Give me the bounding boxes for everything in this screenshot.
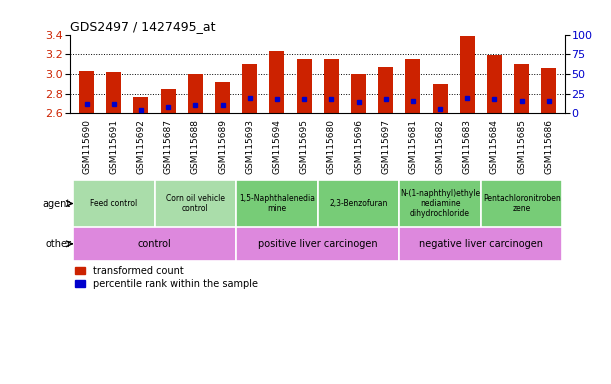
Bar: [487, 55, 502, 113]
Bar: [236, 227, 400, 261]
Bar: [541, 68, 557, 113]
Bar: [318, 180, 400, 227]
Text: 1,5-Naphthalenedia
mine: 1,5-Naphthalenedia mine: [239, 194, 315, 213]
Text: GSM115694: GSM115694: [273, 119, 282, 174]
Bar: [236, 180, 318, 227]
Bar: [73, 227, 236, 261]
Bar: [269, 51, 284, 113]
Bar: [406, 59, 420, 113]
Text: GSM115696: GSM115696: [354, 119, 363, 174]
Bar: [242, 64, 257, 113]
Text: GSM115681: GSM115681: [408, 119, 417, 174]
Text: GSM115683: GSM115683: [463, 119, 472, 174]
Text: GSM115686: GSM115686: [544, 119, 554, 174]
Text: positive liver carcinogen: positive liver carcinogen: [258, 239, 378, 249]
Text: GSM115684: GSM115684: [490, 119, 499, 174]
Text: GSM115685: GSM115685: [517, 119, 526, 174]
Bar: [155, 180, 236, 227]
Text: Feed control: Feed control: [90, 199, 137, 208]
Text: agent: agent: [43, 199, 71, 209]
Bar: [215, 82, 230, 113]
Bar: [297, 59, 312, 113]
Text: GSM115687: GSM115687: [164, 119, 173, 174]
Text: GDS2497 / 1427495_at: GDS2497 / 1427495_at: [70, 20, 216, 33]
Text: GSM115692: GSM115692: [136, 119, 145, 174]
Bar: [400, 227, 563, 261]
Text: GSM115693: GSM115693: [245, 119, 254, 174]
Text: 2,3-Benzofuran: 2,3-Benzofuran: [329, 199, 388, 208]
Bar: [400, 180, 481, 227]
Bar: [79, 71, 94, 113]
Text: other: other: [45, 239, 71, 249]
Bar: [378, 67, 393, 113]
Text: negative liver carcinogen: negative liver carcinogen: [419, 239, 543, 249]
Bar: [188, 74, 203, 113]
Text: GSM115688: GSM115688: [191, 119, 200, 174]
Bar: [324, 59, 338, 113]
Bar: [73, 180, 155, 227]
Bar: [133, 96, 148, 113]
Text: GSM115680: GSM115680: [327, 119, 336, 174]
Text: N-(1-naphthyl)ethyle
nediamine
dihydrochloride: N-(1-naphthyl)ethyle nediamine dihydroch…: [400, 189, 480, 218]
Bar: [460, 36, 475, 113]
Bar: [481, 180, 563, 227]
Text: Corn oil vehicle
control: Corn oil vehicle control: [166, 194, 225, 213]
Bar: [433, 84, 448, 113]
Text: GSM115690: GSM115690: [82, 119, 91, 174]
Bar: [514, 64, 529, 113]
Bar: [106, 72, 121, 113]
Legend: transformed count, percentile rank within the sample: transformed count, percentile rank withi…: [75, 266, 258, 289]
Text: GSM115691: GSM115691: [109, 119, 119, 174]
Text: Pentachloronitroben
zene: Pentachloronitroben zene: [483, 194, 560, 213]
Text: GSM115682: GSM115682: [436, 119, 445, 174]
Text: GSM115689: GSM115689: [218, 119, 227, 174]
Bar: [351, 74, 366, 113]
Bar: [161, 89, 175, 113]
Text: GSM115695: GSM115695: [299, 119, 309, 174]
Text: GSM115697: GSM115697: [381, 119, 390, 174]
Text: control: control: [137, 239, 172, 249]
